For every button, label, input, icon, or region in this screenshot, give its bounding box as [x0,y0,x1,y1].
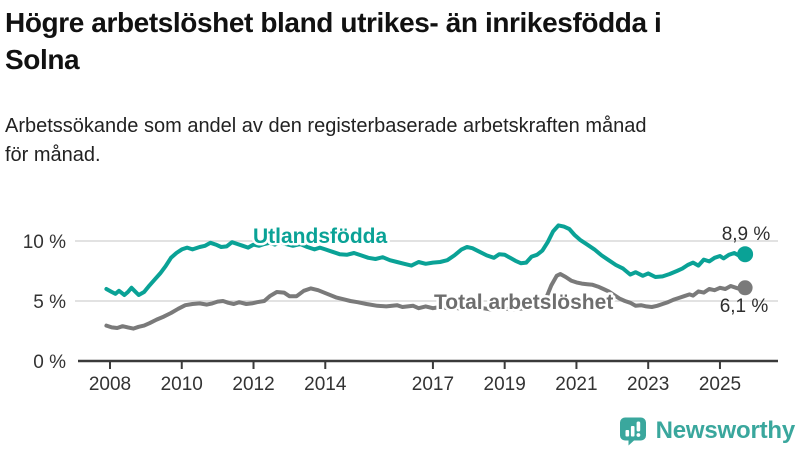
series-label-total-arbetsloshet: Total arbetslöshet [434,291,613,314]
x-tick-label: 2025 [699,374,741,395]
y-tick-label: 0 % [33,352,66,373]
x-tick-label: 2010 [161,374,203,395]
line-end-dots [737,246,754,296]
chart-subtitle-line1: Arbetssökande som andel av den registerb… [5,115,647,137]
x-tick-label: 2008 [89,374,131,395]
newsworthy-wordmark: Newsworthy [655,417,796,444]
x-tick-label: 2017 [412,374,454,395]
end-value-label-utlandsfodda: 8,9 % [722,224,771,245]
x-tick-label: 2021 [555,374,597,395]
x-tick-label: 2023 [627,374,669,395]
page-title-line2: Solna [5,44,80,75]
x-tick-label: 2014 [304,374,347,395]
grid-and-axes: 0 % 5 % 10 % 2008 2010 2012 2014 2017 2019 2021 20… [23,232,778,395]
line-total-arbetsloshet [104,272,748,331]
chart-subtitle: Arbetssökande som andel av den registerb… [5,112,795,170]
x-tick-label: 2019 [484,374,526,395]
end-dot-utlandsfodda [737,246,754,263]
x-tick-label: 2012 [232,374,274,395]
y-tick-label: 5 % [33,292,66,313]
newsworthy-logo[interactable]: Newsworthy [618,416,795,446]
page-title-line1: Högre arbetslöshet bland utrikes- än inr… [5,7,662,38]
end-value-label-total: 6,1 % [720,296,769,317]
page-title: Högre arbetslöshet bland utrikes- än inr… [5,4,795,78]
line-utlandsfodda [104,223,748,297]
data-series-lines [104,223,748,331]
end-dot-total-arbetsloshet [737,280,753,296]
y-tick-label: 10 % [23,232,66,253]
chart-subtitle-line2: för månad. [5,144,101,166]
newsworthy-bar-chart-bubble-icon [619,417,646,446]
series-label-utlandsfodda: Utlandsfödda [253,225,387,248]
